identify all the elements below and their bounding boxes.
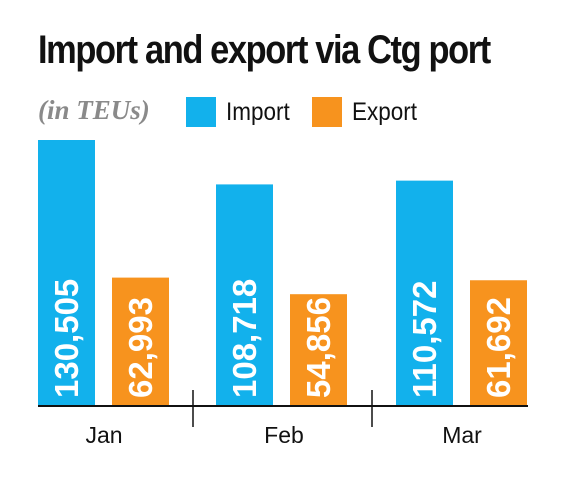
legend-swatch-export (312, 97, 342, 127)
bar-import-jan (38, 140, 95, 406)
bar-label-import-mar: 110,572 (406, 281, 443, 398)
bar-export-jan (112, 277, 169, 406)
chart-title: Import and export via Ctg port (38, 28, 491, 72)
x-tick-label-jan: Jan (85, 422, 122, 448)
bar-label-import-jan: 130,505 (48, 279, 85, 398)
bar-export-mar (470, 280, 527, 406)
legend-label-import: Import (226, 97, 290, 126)
bar-label-export-feb: 54,856 (300, 297, 337, 398)
legend-item-import: Import (186, 97, 297, 127)
bar-label-import-feb: 108,718 (226, 279, 263, 398)
legend-label-export: Export (352, 97, 418, 126)
legend-swatch-import (186, 97, 216, 127)
chart-subtitle: (in TEUs) (38, 95, 150, 125)
legend-item-export: Export (312, 97, 424, 127)
bar-import-feb (216, 184, 273, 406)
x-tick-label-feb: Feb (264, 422, 304, 448)
bar-import-mar (396, 180, 453, 406)
x-tick-label-mar: Mar (442, 422, 482, 448)
bar-label-export-jan: 62,993 (122, 297, 159, 398)
bar-label-export-mar: 61,692 (480, 297, 517, 398)
bar-export-feb (290, 294, 347, 406)
